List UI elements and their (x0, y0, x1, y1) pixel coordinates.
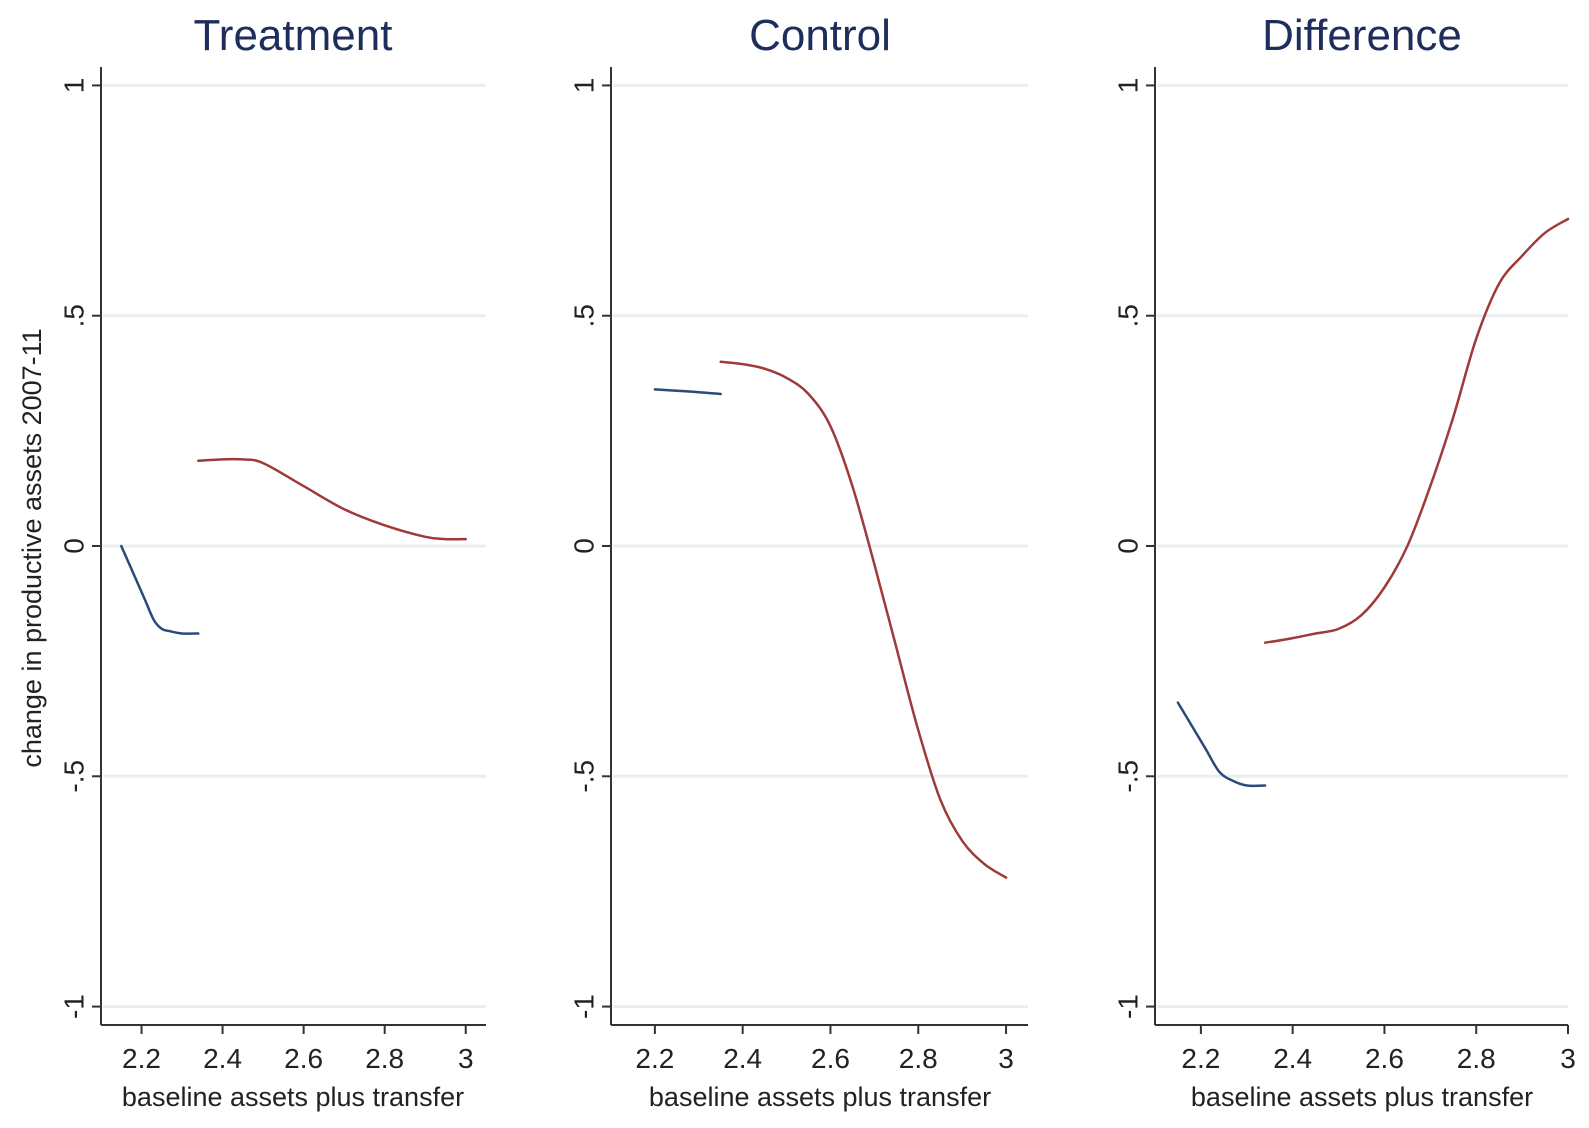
x-tick-label: 3 (458, 1043, 474, 1074)
x-tick-label: 2.6 (284, 1043, 323, 1074)
y-tick-label: -.5 (568, 760, 599, 793)
x-tick-label: 2.8 (365, 1043, 404, 1074)
x-tick-label: 2.2 (1181, 1043, 1220, 1074)
x-tick-label: 2.8 (899, 1043, 938, 1074)
x-tick-label: 2.4 (723, 1043, 762, 1074)
x-tick-label: 2.4 (203, 1043, 242, 1074)
y-tick-label: -1 (1112, 994, 1143, 1019)
y-tick-label: .5 (568, 304, 599, 327)
x-tick-label: 2.6 (1365, 1043, 1404, 1074)
y-tick-label: -1 (568, 994, 599, 1019)
panel-control: Control baseline assets plus transfer -1… (568, 11, 1028, 1112)
y-axis-title: change in productive assets 2007-11 (17, 328, 47, 767)
series-line-above (719, 360, 1008, 879)
y-tick-label: 0 (568, 538, 599, 554)
y-tick-label: -.5 (1112, 760, 1143, 793)
series-line-below (653, 388, 722, 396)
y-tick-label: -.5 (58, 760, 89, 793)
y-tick-label: 1 (1112, 78, 1143, 94)
x-tick-label: 2.4 (1273, 1043, 1312, 1074)
x-tick-label: 3 (998, 1043, 1014, 1074)
x-tick-label: 2.6 (811, 1043, 850, 1074)
y-tick-label: 1 (568, 78, 599, 94)
y-tick-label: 0 (1112, 538, 1143, 554)
x-axis-title: baseline assets plus transfer (649, 1082, 991, 1112)
x-tick-label: 2.2 (122, 1043, 161, 1074)
y-tick-label: .5 (1112, 304, 1143, 327)
panel-title: Difference (1262, 11, 1462, 60)
series-line-below (120, 544, 200, 635)
panel-difference: Difference baseline assets plus transfer… (1112, 11, 1575, 1112)
x-tick-label: 2.2 (635, 1043, 674, 1074)
series-line-above (1263, 217, 1570, 644)
panel-title: Treatment (194, 11, 393, 60)
x-axis-title: baseline assets plus transfer (1191, 1082, 1533, 1112)
panel-title: Control (749, 11, 891, 60)
y-tick-label: -1 (58, 994, 89, 1019)
x-tick-label: 2.8 (1457, 1043, 1496, 1074)
y-tick-label: 0 (58, 538, 89, 554)
series-line-below (1176, 701, 1267, 788)
x-tick-label: 3 (1560, 1043, 1576, 1074)
panel-treatment: Treatment change in productive assets 20… (17, 11, 486, 1112)
y-tick-label: 1 (58, 78, 89, 94)
x-axis-title: baseline assets plus transfer (122, 1082, 464, 1112)
series-line-above (197, 457, 467, 541)
y-tick-label: .5 (58, 304, 89, 327)
